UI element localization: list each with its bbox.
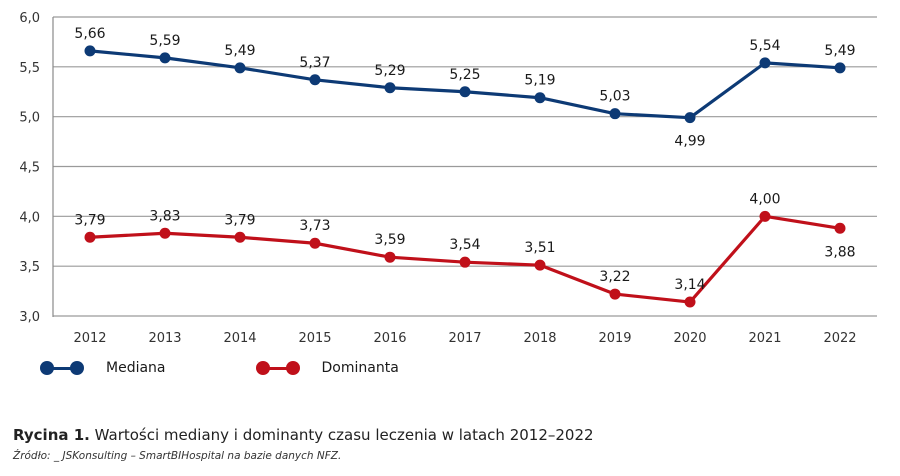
y-tick-label: 5,5 (19, 61, 40, 76)
y-tick-labels: 3,0 3,5 4,0 4,5 5,0 5,5 6,0 (19, 11, 40, 325)
data-point-mediana (684, 112, 696, 124)
x-tick-label: 2019 (598, 331, 631, 346)
data-label-mediana: 5,29 (374, 63, 405, 79)
data-point-dominanta (759, 210, 771, 222)
x-tick-label: 2022 (823, 331, 856, 346)
legend-item-mediana: Mediana (40, 360, 166, 376)
data-label-mediana: 5,37 (299, 55, 330, 71)
data-label-dominanta: 3,22 (599, 269, 630, 285)
data-label-dominanta: 3,73 (299, 218, 330, 234)
legend-line-marker-icon (255, 361, 300, 375)
legend-label: Dominanta (321, 360, 399, 376)
data-point-dominanta (84, 231, 96, 243)
data-label-mediana: 5,49 (824, 43, 855, 59)
data-point-dominanta (684, 296, 696, 308)
data-point-dominanta (834, 222, 846, 234)
x-tick-label: 2013 (148, 331, 181, 346)
legend-line-marker-icon (40, 361, 84, 375)
data-point-dominanta (459, 256, 471, 268)
data-point-mediana (609, 108, 621, 120)
data-point-dominanta (609, 288, 621, 300)
source-note: Źródło: _ JSKonsulting – SmartBIHospital… (13, 450, 342, 462)
y-tick-label: 3,0 (19, 310, 40, 325)
legend-item-dominanta: Dominanta (255, 360, 399, 376)
y-tick-label: 4,0 (19, 210, 40, 225)
data-label-dominanta: 3,79 (74, 212, 105, 228)
data-point-dominanta (234, 231, 246, 243)
x-tick-label: 2018 (523, 331, 556, 346)
legend: Mediana Dominanta (40, 360, 479, 376)
data-point-dominanta (534, 259, 546, 271)
x-tick-label: 2014 (223, 331, 256, 346)
x-tick-label: 2012 (73, 331, 106, 346)
y-tick-label: 3,5 (19, 260, 40, 275)
data-point-mediana (834, 62, 846, 74)
line-chart: 3,03,54,04,55,05,56,0 2012 2013 2014 2015 20… (19, 11, 877, 346)
data-point-mediana (234, 62, 246, 74)
data-label-mediana: 5,54 (749, 38, 780, 54)
data-label-dominanta: 3,88 (824, 244, 855, 260)
data-label-dominanta: 3,59 (374, 232, 405, 248)
data-label-dominanta: 3,79 (224, 212, 255, 228)
data-label-mediana: 5,03 (599, 89, 630, 105)
data-label-mediana: 5,66 (74, 26, 105, 42)
data-labels: 5,66 5,59 5,49 5,37 5,29 5,25 5,19 5,03 4,99 5,54… (74, 26, 855, 293)
data-point-dominanta (159, 227, 171, 239)
data-label-mediana: 5,59 (149, 33, 180, 49)
data-point-mediana (459, 86, 471, 98)
x-tick-label: 2021 (748, 331, 781, 346)
y-tick-label: 4,5 (19, 161, 40, 176)
data-label-dominanta: 4,00 (749, 191, 780, 207)
data-point-dominanta (384, 251, 396, 263)
series-line-mediana (89, 49, 841, 120)
data-label-mediana: 5,25 (449, 67, 480, 83)
data-label-mediana: 5,19 (524, 73, 555, 89)
data-point-mediana (384, 82, 396, 94)
y-tick-label: 6,0 (19, 11, 40, 26)
series-group (84, 45, 846, 308)
data-label-dominanta: 3,14 (674, 277, 705, 293)
data-label-dominanta: 3,51 (524, 240, 555, 256)
data-label-mediana: 4,99 (674, 134, 705, 150)
y-tick-label: 5,0 (19, 111, 40, 126)
x-tick-labels: 2012 2013 2014 2015 2016 2017 2018 2019 2020 2021… (73, 331, 856, 346)
x-tick-label: 2015 (298, 331, 331, 346)
x-tick-label: 2017 (448, 331, 481, 346)
data-point-dominanta (309, 237, 321, 249)
caption-prefix: Rycina 1. (13, 426, 90, 444)
data-label-dominanta: 3,54 (449, 237, 480, 253)
legend-label: Mediana (106, 360, 166, 376)
data-point-mediana (309, 74, 321, 86)
data-point-mediana (759, 57, 771, 69)
data-label-mediana: 5,49 (224, 43, 255, 59)
data-point-mediana (84, 45, 96, 57)
data-point-mediana (159, 52, 171, 64)
figure-caption: Rycina 1. Wartości mediany i dominanty c… (13, 426, 594, 444)
x-tick-label: 2020 (673, 331, 706, 346)
data-label-dominanta: 3,83 (149, 208, 180, 224)
data-point-mediana (534, 92, 546, 104)
caption-text: Wartości mediany i dominanty czasu lecze… (89, 426, 594, 444)
x-tick-label: 2016 (373, 331, 406, 346)
gridlines (53, 16, 877, 317)
